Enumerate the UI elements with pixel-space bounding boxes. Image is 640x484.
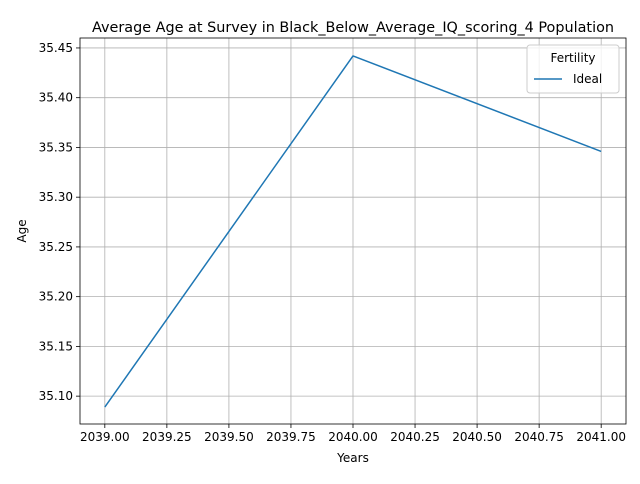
series-line-ideal xyxy=(104,55,602,408)
chart-title: Average Age at Survey in Black_Below_Ave… xyxy=(92,20,614,36)
series-layer xyxy=(104,55,602,408)
legend: Fertility Ideal xyxy=(526,44,620,94)
y-tick-label: 35.10 xyxy=(39,389,73,403)
x-axis-label: Years xyxy=(336,451,369,465)
x-tick-label: 2040.75 xyxy=(514,430,564,444)
legend-entry-ideal: Ideal xyxy=(573,72,602,86)
x-tick-label: 2039.25 xyxy=(142,430,192,444)
x-tick-label: 2039.00 xyxy=(80,430,130,444)
y-axis-label: Age xyxy=(15,219,29,242)
legend-title: Fertility xyxy=(550,51,595,65)
x-tick-label: 2041.00 xyxy=(576,430,626,444)
x-tick-label: 2040.25 xyxy=(390,430,440,444)
y-tick-label: 35.20 xyxy=(39,290,73,304)
grid xyxy=(80,38,626,424)
ticks: 2039.00 2039.25 2039.50 2039.75 2040.00 2040.… xyxy=(39,41,626,444)
y-tick-label: 35.45 xyxy=(39,41,73,55)
y-tick-label: 35.35 xyxy=(39,140,73,154)
x-tick-label: 2040.50 xyxy=(452,430,502,444)
x-tick-label: 2040.00 xyxy=(328,430,378,444)
x-tick-label: 2039.75 xyxy=(266,430,316,444)
x-tick-label: 2039.50 xyxy=(204,430,254,444)
y-tick-label: 35.40 xyxy=(39,91,73,105)
y-tick-label: 35.15 xyxy=(39,339,73,353)
y-tick-label: 35.30 xyxy=(39,190,73,204)
legend-box xyxy=(526,44,620,94)
y-tick-label: 35.25 xyxy=(39,240,73,254)
